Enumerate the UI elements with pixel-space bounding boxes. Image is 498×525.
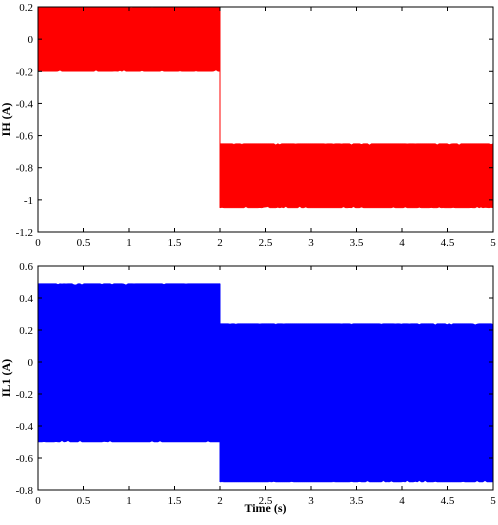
il1-x-tick-label: 3.5 <box>350 495 364 507</box>
ih-y-tick-label: 0 <box>28 34 34 46</box>
il1-signal-segment-1 <box>37 283 221 443</box>
il1-x-tick-label: 0.5 <box>77 495 91 507</box>
ih-x-tick-label: 3.5 <box>350 237 364 249</box>
ih-y-tick-label: -1.2 <box>16 227 33 239</box>
ih-x-tick-label: 3 <box>308 237 314 249</box>
il1-x-tick-label: 3 <box>308 495 314 507</box>
ih-y-tick-label: 0.2 <box>19 2 33 14</box>
ih-x-tick-label: 4.5 <box>441 237 455 249</box>
il1-x-tick-label: 1.5 <box>168 495 182 507</box>
ih-signal-segment-1 <box>37 6 221 72</box>
ih-x-tick-label: 0.5 <box>77 237 91 249</box>
ih-y-tick-label: -0.8 <box>16 163 34 175</box>
ih-x-tick-label: 2 <box>217 237 223 249</box>
il1-signal-segment-2 <box>219 323 494 483</box>
il1-x-tick-label: 4.5 <box>441 495 455 507</box>
il1-x-tick-label: 1 <box>126 495 132 507</box>
chart-panel-il1: 0 0.5 1 1.5 2 2.5 3 3.5 4 4.5 5 0.6 0.4 0.2 0 -0.2 -0.4 -… <box>0 261 496 515</box>
ih-y-tick-label: -0.4 <box>16 98 34 110</box>
il1-y-tick-label: 0.6 <box>19 261 33 273</box>
il1-x-tick-label: 2 <box>217 495 223 507</box>
ih-y-axis-label: IH (A) <box>0 103 13 137</box>
chart-panel-ih: 0 0.5 1 1.5 2 2.5 3 3.5 4 4.5 5 0.2 0 -0.2 -0.4 -0.6 -0.… <box>0 2 496 249</box>
il1-y-tick-label: -0.4 <box>16 421 34 433</box>
il1-y-tick-label: 0 <box>28 357 34 369</box>
il1-y-tick-label: 0.2 <box>19 325 33 337</box>
ih-x-tick-label: 5 <box>490 237 496 249</box>
il1-y-tick-label: -0.8 <box>16 485 34 497</box>
il1-y-tick-label: -0.2 <box>16 389 33 401</box>
ih-y-tick-label: -0.2 <box>16 66 33 78</box>
il1-x-tick-label: 2.5 <box>259 495 273 507</box>
il1-y-axis-label: IL1 (A) <box>0 359 13 397</box>
il1-x-tick-label: 0 <box>35 495 41 507</box>
il1-x-axis-label: Time (s) <box>244 501 286 515</box>
il1-x-tick-label: 5 <box>490 495 496 507</box>
ih-x-tick-label: 1.5 <box>168 237 182 249</box>
ih-x-tick-label: 2.5 <box>259 237 273 249</box>
il1-x-tick-label: 4 <box>399 495 405 507</box>
ih-x-tick-label: 0 <box>35 237 41 249</box>
il1-y-tick-label: 0.4 <box>19 293 33 305</box>
ih-x-tick-label: 4 <box>399 237 405 249</box>
il1-y-tick-label: -0.6 <box>16 453 34 465</box>
ih-y-tick-label: -0.6 <box>16 131 34 143</box>
ih-y-tick-label: -1 <box>24 195 33 207</box>
ih-x-tick-label: 1 <box>126 237 132 249</box>
ih-signal-segment-2 <box>219 143 494 209</box>
